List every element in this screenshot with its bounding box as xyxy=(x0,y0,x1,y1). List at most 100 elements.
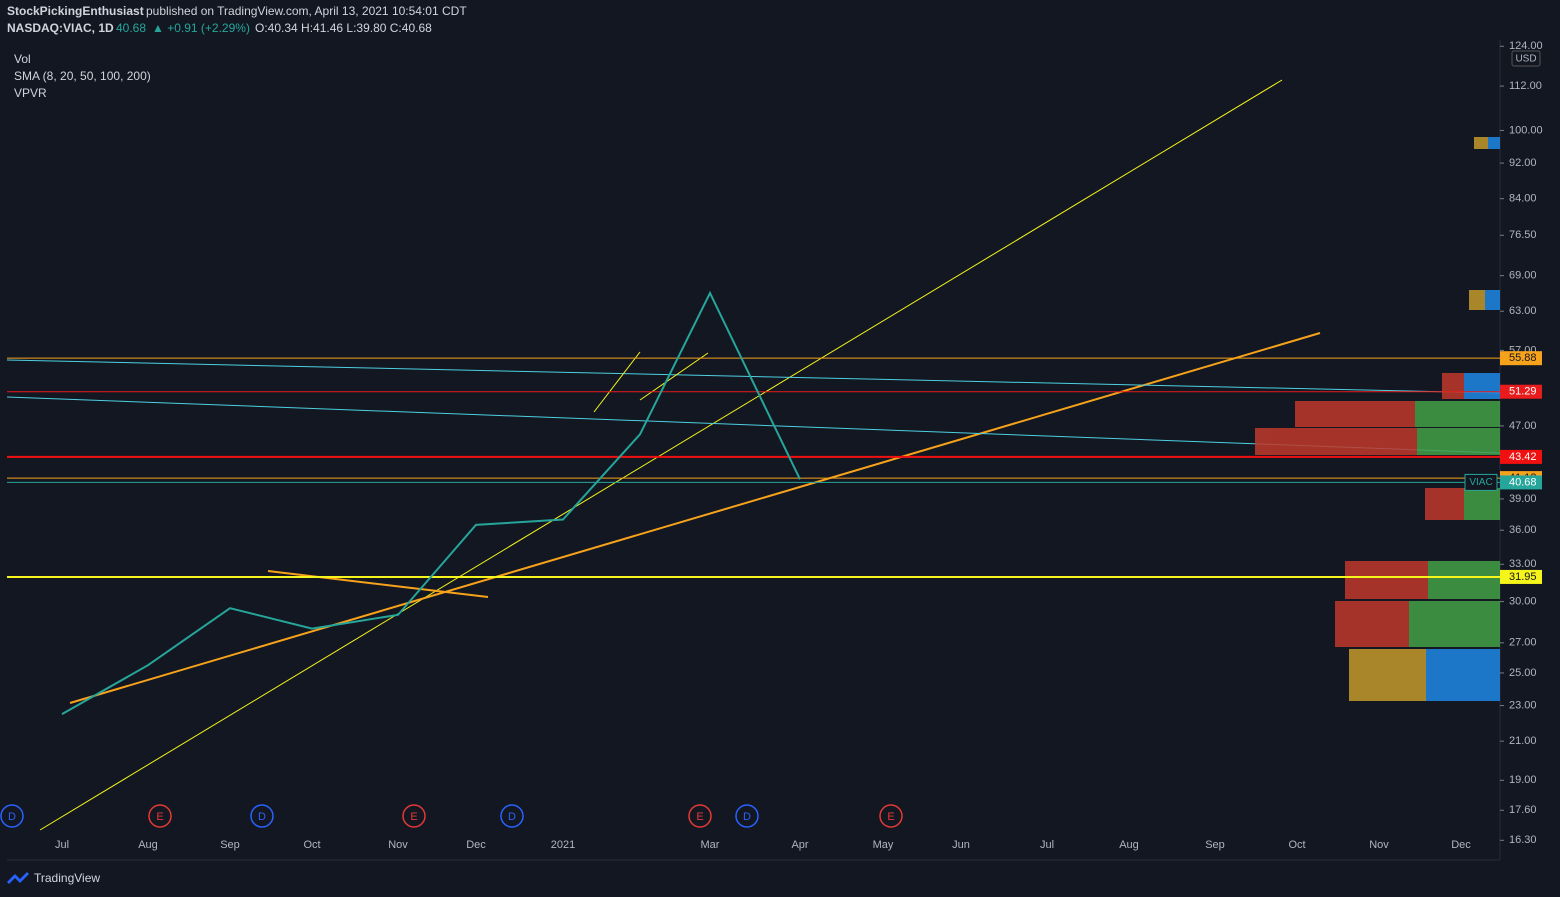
event-label: D xyxy=(8,811,16,823)
event-label: D xyxy=(743,811,751,823)
level-label-box xyxy=(1500,475,1542,490)
trend-line xyxy=(267,570,489,598)
level-label: 51.29 xyxy=(1509,386,1537,398)
vp-bar xyxy=(1255,428,1417,455)
vp-bar xyxy=(1474,137,1488,149)
trend-lines xyxy=(6,79,1501,831)
x-tick-label: Nov xyxy=(1369,839,1389,851)
x-tick-label: 2021 xyxy=(551,839,575,851)
event-marker xyxy=(500,804,524,828)
event-marker xyxy=(250,804,274,828)
y-tick-label: 21.00 xyxy=(1509,735,1537,747)
event-marker xyxy=(148,804,172,828)
y-tick-label: 112.00 xyxy=(1509,80,1542,92)
vp-bar xyxy=(1345,561,1428,599)
indicator: VPVR xyxy=(14,86,47,100)
vp-bar xyxy=(1464,488,1500,520)
x-tick-label: Oct xyxy=(1288,839,1305,851)
x-tick-label: Nov xyxy=(388,839,408,851)
vp-bar xyxy=(1425,488,1464,520)
volume-profile xyxy=(1255,137,1500,701)
y-tick-label: 39.00 xyxy=(1509,493,1537,505)
x-tick-label: Aug xyxy=(138,839,158,851)
event-label: E xyxy=(410,811,417,823)
vp-bar xyxy=(1469,290,1485,310)
currency-box xyxy=(1511,50,1541,67)
y-tick-label: 100.00 xyxy=(1509,124,1543,136)
y-tick-label: 36.00 xyxy=(1509,524,1537,536)
event-marker xyxy=(0,804,24,828)
level-label-box xyxy=(1500,351,1542,366)
y-tick-label: 47.00 xyxy=(1509,420,1537,432)
published: published on TradingView.com, April 13, … xyxy=(146,4,467,18)
y-tick-label: 92.00 xyxy=(1509,157,1537,169)
ohlc: O:40.34 H:41.46 L:39.80 C:40.68 xyxy=(255,21,432,35)
y-tick-label: 30.00 xyxy=(1509,595,1537,607)
level-label-box xyxy=(1500,449,1542,464)
vp-bar xyxy=(1428,561,1500,599)
trend-line xyxy=(593,351,641,413)
vp-bar xyxy=(1417,428,1500,455)
event-label: E xyxy=(887,811,894,823)
y-tick-label: 124.00 xyxy=(1509,40,1543,52)
level-label: 31.95 xyxy=(1509,571,1537,583)
currency: USD xyxy=(1515,54,1536,65)
vp-bar xyxy=(1485,290,1500,310)
vp-bar xyxy=(1464,373,1500,399)
publisher: StockPickingEnthusiast xyxy=(7,4,144,18)
vp-bar xyxy=(1415,401,1500,427)
vp-bar xyxy=(1335,601,1409,647)
x-tick-label: Jun xyxy=(952,839,970,851)
last: 40.68 xyxy=(116,21,146,35)
trend-line xyxy=(6,396,1501,454)
y-tick-label: 17.60 xyxy=(1509,804,1537,816)
x-tick-label: Sep xyxy=(220,839,240,851)
vp-bar xyxy=(1409,601,1500,647)
x-tick-label: Mar xyxy=(701,839,720,851)
trend-line xyxy=(69,332,1321,704)
x-tick-label: Jul xyxy=(55,839,69,851)
y-tick-label: 63.00 xyxy=(1509,305,1537,317)
event-marker xyxy=(402,804,426,828)
x-tick-label: May xyxy=(873,839,894,851)
price-line xyxy=(61,290,801,716)
level-label-box xyxy=(1500,569,1542,584)
vp-bar xyxy=(1426,649,1500,701)
change: ▲ +0.91 (+2.29%) xyxy=(152,21,250,35)
y-tick-label: 33.00 xyxy=(1509,558,1537,570)
y-tick-label: 84.00 xyxy=(1509,193,1537,205)
indicator: Vol xyxy=(14,52,31,66)
level-label-box xyxy=(1500,384,1542,399)
indicator: SMA (8, 20, 50, 100, 200) xyxy=(14,69,151,83)
trend-line xyxy=(6,359,1501,394)
y-tick-label: 25.00 xyxy=(1509,667,1537,679)
y-tick-label: 19.00 xyxy=(1509,774,1537,786)
vp-bar xyxy=(1442,373,1464,399)
level-label: 43.42 xyxy=(1509,451,1537,463)
event-marker xyxy=(879,804,903,828)
symbol: NASDAQ:VIAC, 1D xyxy=(7,21,114,35)
vp-bar xyxy=(1295,401,1415,427)
x-tick-label: Jul xyxy=(1040,839,1054,851)
y-tick-label: 69.00 xyxy=(1509,270,1537,282)
event-label: D xyxy=(508,811,516,823)
y-tick-label: 27.00 xyxy=(1509,637,1537,649)
event-label: D xyxy=(258,811,266,823)
vp-bar xyxy=(1488,137,1500,149)
y-tick-label: 23.00 xyxy=(1509,699,1537,711)
x-tick-label: Sep xyxy=(1205,839,1225,851)
x-tick-label: Aug xyxy=(1119,839,1139,851)
logo xyxy=(7,872,29,884)
event-marker xyxy=(735,804,759,828)
symbol-tag-label: VIAC xyxy=(1469,477,1492,488)
vp-bar xyxy=(1349,649,1426,701)
y-tick-label: 16.30 xyxy=(1509,834,1537,846)
level-label: 40.68 xyxy=(1509,476,1537,488)
trend-line xyxy=(39,79,1283,831)
footer: TradingView xyxy=(34,871,100,885)
event-label: E xyxy=(156,811,163,823)
event-label: E xyxy=(696,811,703,823)
x-tick-label: Dec xyxy=(1451,839,1471,851)
symbol-tag xyxy=(1464,473,1498,491)
